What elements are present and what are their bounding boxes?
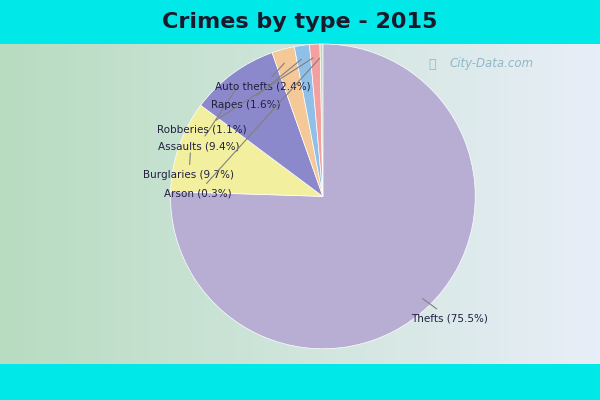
Text: Robberies (1.1%): Robberies (1.1%) [157, 58, 313, 134]
Wedge shape [170, 44, 475, 349]
Text: Rapes (1.6%): Rapes (1.6%) [211, 59, 301, 110]
Wedge shape [170, 105, 323, 196]
Text: Auto thefts (2.4%): Auto thefts (2.4%) [215, 63, 311, 92]
Wedge shape [320, 44, 323, 196]
Text: Assaults (9.4%): Assaults (9.4%) [158, 86, 239, 151]
Text: ⦿: ⦿ [428, 58, 436, 70]
Text: Arson (0.3%): Arson (0.3%) [164, 58, 320, 198]
Text: Burglaries (9.7%): Burglaries (9.7%) [143, 153, 235, 180]
Text: Crimes by type - 2015: Crimes by type - 2015 [163, 12, 437, 32]
Text: Thefts (75.5%): Thefts (75.5%) [411, 299, 488, 323]
Wedge shape [201, 53, 323, 196]
Wedge shape [310, 44, 323, 196]
Wedge shape [272, 47, 323, 196]
Text: City-Data.com: City-Data.com [450, 58, 534, 70]
Wedge shape [295, 44, 323, 196]
